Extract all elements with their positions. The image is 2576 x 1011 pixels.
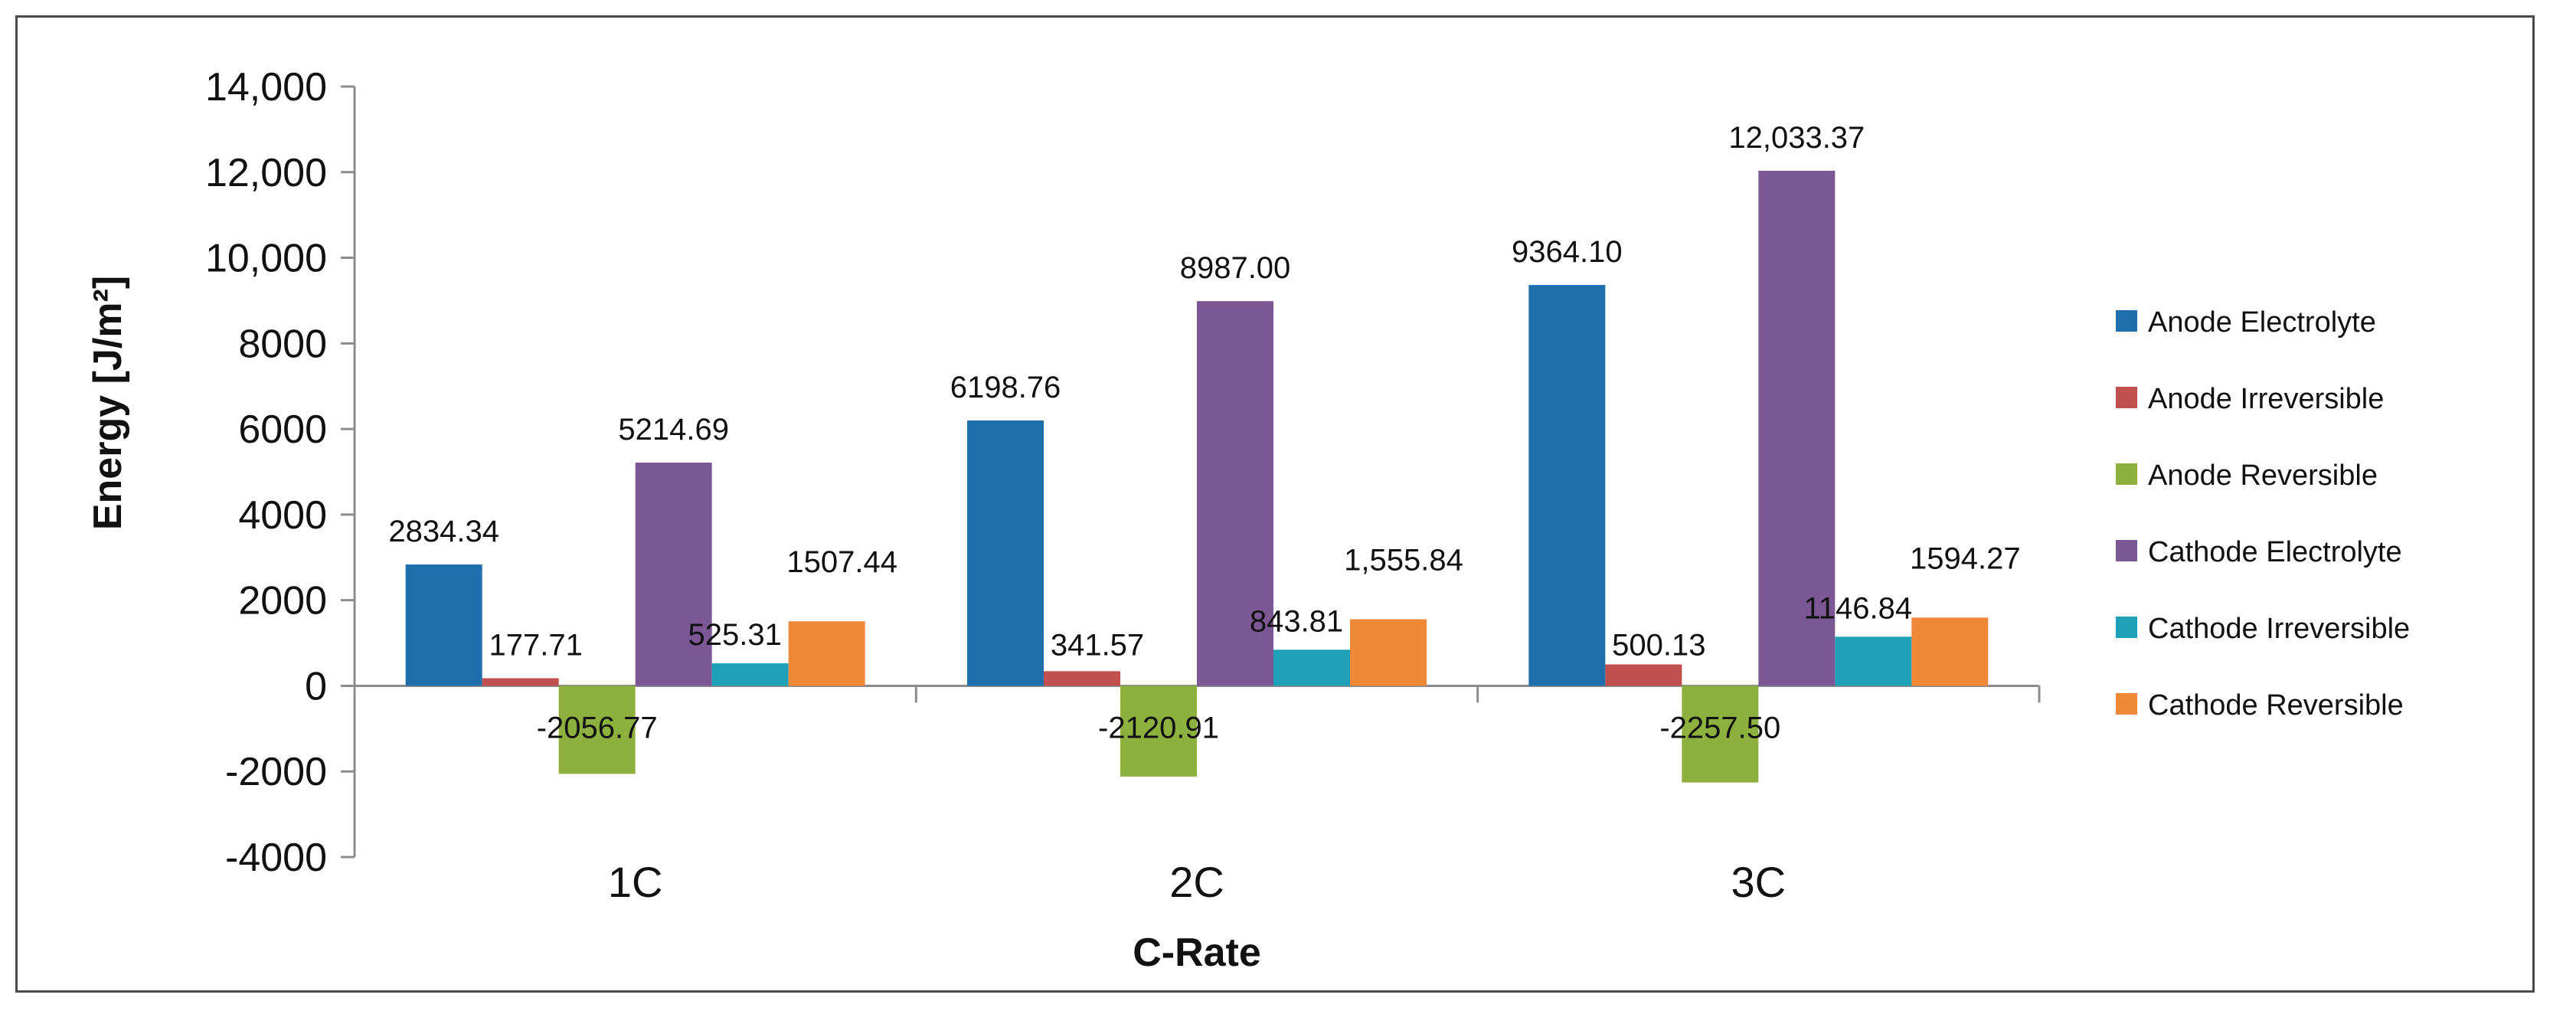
- bar: [1044, 671, 1120, 686]
- bar: [1350, 619, 1427, 686]
- bars: [405, 170, 1989, 783]
- bar: [788, 621, 865, 686]
- bar: [1758, 170, 1836, 686]
- y-tick-label: 0: [305, 664, 327, 708]
- y-tick-label: 8000: [238, 322, 327, 366]
- legend-label: Cathode Irreversible: [2148, 613, 2410, 645]
- data-label: 1594.27: [1910, 541, 2021, 575]
- y-axis-title: Energy [J/m²]: [86, 276, 130, 530]
- bar: [558, 685, 636, 774]
- data-label: 341.57: [1051, 628, 1144, 662]
- bar: [711, 663, 789, 686]
- data-label: 1146.84: [1804, 591, 1913, 625]
- bar: [1682, 685, 1759, 783]
- data-label: 12,033.37: [1728, 121, 1865, 155]
- legend-label: Cathode Electrolyte: [2148, 536, 2402, 568]
- bar-chart: -4000 -2000 0 2000 4000 6000 8000 10,000 12,000 1…: [86, 65, 2410, 975]
- data-label: 8987.00: [1180, 251, 1291, 285]
- legend-swatch: [2116, 617, 2137, 638]
- legend-swatch: [2116, 310, 2137, 332]
- legend-swatch: [2116, 540, 2137, 561]
- y-tick-label: 2000: [238, 579, 327, 623]
- chart-frame: -4000 -2000 0 2000 4000 6000 8000 10,000 12,000 1…: [15, 15, 2535, 993]
- data-label: -2056.77: [537, 711, 658, 744]
- data-label: 177.71: [489, 628, 582, 662]
- y-tick-label: -2000: [225, 750, 327, 794]
- legend-label: Anode Reversible: [2148, 460, 2378, 492]
- legend-swatch: [2116, 693, 2137, 715]
- bar: [1197, 301, 1273, 686]
- data-label: 9364.10: [1512, 235, 1623, 269]
- data-label: 1,555.84: [1344, 543, 1463, 577]
- bar: [482, 678, 559, 686]
- bar: [1528, 285, 1606, 686]
- data-label: -2257.50: [1659, 711, 1780, 744]
- y-tick-label: 4000: [238, 493, 327, 538]
- data-label: 500.13: [1612, 628, 1705, 662]
- legend-label: Cathode Reversible: [2148, 689, 2404, 721]
- y-tick-label: 6000: [238, 407, 327, 452]
- y-tick-label: -4000: [225, 836, 327, 880]
- data-label: 5214.69: [618, 413, 729, 447]
- data-label: 1507.44: [786, 545, 897, 579]
- x-category-label: 2C: [1169, 858, 1224, 906]
- data-label: -2120.91: [1098, 711, 1219, 744]
- bar: [1605, 664, 1682, 686]
- x-axis-title: C-Rate: [1133, 931, 1261, 975]
- legend: Anode Electrolyte Anode Irreversible Anode…: [2116, 306, 2410, 721]
- bar: [1835, 636, 1912, 686]
- legend-label: Anode Irreversible: [2148, 383, 2384, 415]
- y-tick-label: 10,000: [205, 237, 327, 281]
- axes: -4000 -2000 0 2000 4000 6000 8000 10,000 12,000 1…: [205, 65, 2041, 906]
- bar: [405, 564, 482, 686]
- data-label: 6198.76: [950, 371, 1061, 404]
- bar: [635, 463, 712, 686]
- data-labels: 2834.34 6198.76 9364.10 177.71 341.57 500.13 -…: [388, 121, 2020, 745]
- legend-swatch: [2116, 387, 2137, 408]
- x-category-label: 3C: [1731, 858, 1787, 906]
- data-label: 525.31: [688, 618, 781, 652]
- bar: [1911, 617, 1989, 686]
- data-label: 2834.34: [388, 515, 499, 548]
- bar: [967, 420, 1044, 686]
- bar: [1120, 685, 1197, 777]
- data-label: 843.81: [1250, 604, 1343, 638]
- legend-label: Anode Electrolyte: [2148, 306, 2376, 339]
- legend-swatch: [2116, 463, 2137, 485]
- x-category-label: 1C: [608, 858, 663, 906]
- y-tick-label: 12,000: [205, 151, 327, 195]
- y-tick-label: 14,000: [205, 65, 327, 110]
- bar: [1273, 649, 1350, 686]
